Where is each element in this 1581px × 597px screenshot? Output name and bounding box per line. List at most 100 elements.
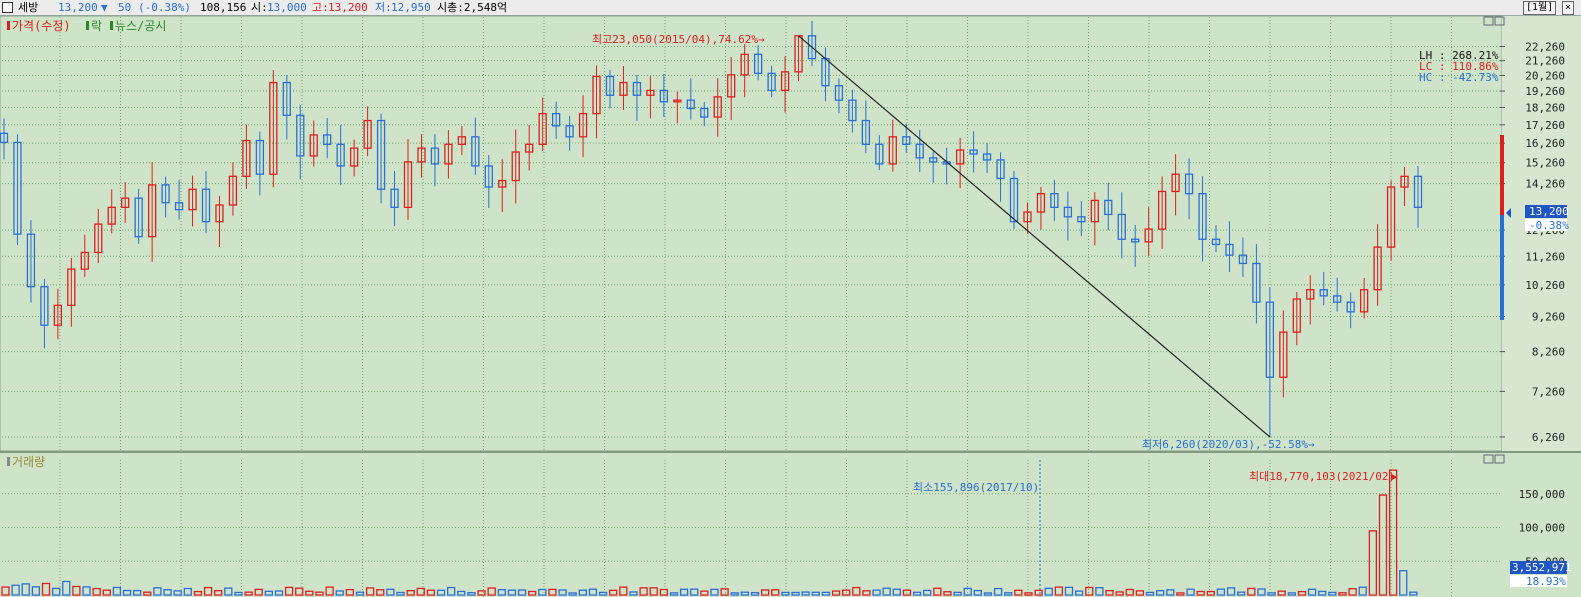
volume-bar bbox=[548, 588, 557, 596]
candle-body bbox=[700, 107, 709, 118]
volume-bar bbox=[507, 589, 517, 596]
volume-bar bbox=[295, 587, 304, 596]
volume-panel-close-icon[interactable] bbox=[1494, 454, 1505, 464]
candle bbox=[282, 75, 291, 140]
price-tick-label: 8,260 bbox=[1532, 346, 1565, 359]
candle-body bbox=[0, 132, 9, 144]
candle-body bbox=[484, 165, 493, 188]
volume-bar bbox=[1277, 590, 1286, 596]
volume-bar bbox=[1004, 592, 1013, 596]
candle bbox=[929, 151, 938, 183]
candle bbox=[861, 100, 871, 154]
candle bbox=[1157, 176, 1167, 249]
price-range-down-bar bbox=[1500, 215, 1504, 320]
high-price: 13,200 bbox=[328, 1, 368, 14]
price-range-up-bar bbox=[1500, 135, 1504, 215]
candle-body bbox=[121, 197, 130, 208]
candle-body bbox=[444, 143, 453, 165]
price-tick-label: 21,260 bbox=[1525, 55, 1565, 68]
candle bbox=[1386, 180, 1396, 261]
candle bbox=[740, 44, 749, 98]
volume-bar bbox=[619, 586, 628, 596]
candle-body bbox=[1225, 243, 1234, 256]
volume-bar bbox=[598, 591, 608, 596]
candle-body bbox=[390, 188, 399, 208]
candle bbox=[1104, 182, 1113, 231]
volume-bar bbox=[193, 590, 203, 596]
volume-bar bbox=[31, 586, 41, 596]
candle-body bbox=[1252, 262, 1261, 303]
candle bbox=[619, 66, 628, 110]
toolbar-checkbox[interactable] bbox=[2, 2, 13, 13]
candle bbox=[915, 129, 924, 173]
candle bbox=[902, 123, 911, 153]
candle bbox=[727, 57, 736, 120]
volume-bar bbox=[791, 591, 800, 596]
volume-bar bbox=[943, 591, 952, 596]
volume-panel-maximize-icon[interactable] bbox=[1483, 454, 1494, 464]
volume-bar bbox=[1358, 586, 1367, 596]
high-label: 고: bbox=[312, 1, 329, 14]
candle bbox=[646, 76, 655, 119]
volume-bar bbox=[416, 587, 425, 596]
current-price-box bbox=[1525, 205, 1567, 218]
volume-bar bbox=[933, 587, 942, 596]
volume-bar bbox=[305, 590, 314, 596]
volume-bar bbox=[831, 590, 841, 596]
candle-body bbox=[969, 149, 978, 155]
candle-body bbox=[457, 136, 467, 145]
volume-bar bbox=[1287, 592, 1296, 596]
volume-bar bbox=[72, 585, 81, 596]
volume-bar bbox=[133, 589, 142, 596]
volume-bar bbox=[284, 586, 294, 596]
candle bbox=[1413, 166, 1423, 228]
candle bbox=[201, 171, 211, 234]
candle-body bbox=[161, 184, 170, 204]
candle bbox=[107, 189, 116, 234]
volume-bar bbox=[1399, 570, 1408, 596]
panel-maximize-icon[interactable] bbox=[1483, 16, 1494, 26]
candle bbox=[807, 20, 817, 66]
candle-body bbox=[619, 81, 628, 96]
volume-bar bbox=[406, 590, 415, 596]
volume-bar bbox=[163, 589, 172, 596]
candle-body bbox=[1077, 216, 1086, 223]
candle bbox=[67, 257, 76, 327]
volume-bar bbox=[1186, 588, 1195, 596]
candle-body bbox=[578, 112, 588, 138]
candle-body bbox=[242, 139, 251, 177]
volume-bar bbox=[588, 588, 598, 596]
falls-legend: 락 bbox=[91, 19, 102, 33]
period-button[interactable]: [1월] bbox=[1523, 1, 1557, 15]
candle-body bbox=[1023, 211, 1032, 223]
candle-body bbox=[551, 112, 561, 127]
panel-close-icon[interactable] bbox=[1494, 16, 1505, 26]
candle bbox=[848, 89, 857, 133]
volume-bar bbox=[345, 588, 355, 596]
candle bbox=[228, 162, 238, 216]
candle bbox=[673, 91, 682, 124]
volume-bar bbox=[376, 589, 385, 596]
high-annotation: 최고23,050(2015/04),74.62%→ bbox=[592, 33, 765, 46]
price-tick-label: 10,260 bbox=[1525, 279, 1565, 292]
volume-bar bbox=[882, 587, 891, 596]
candle bbox=[255, 131, 265, 196]
volume-bar bbox=[1267, 592, 1276, 596]
candle bbox=[457, 125, 467, 156]
candle-body bbox=[1413, 175, 1423, 208]
price-tick-label: 6,260 bbox=[1532, 431, 1565, 444]
volume-bar bbox=[973, 589, 982, 596]
candle bbox=[888, 119, 897, 172]
candle bbox=[363, 106, 372, 157]
current-pct-label: -0.38% bbox=[1529, 219, 1569, 232]
volume-bar bbox=[771, 589, 780, 596]
volume-bar bbox=[62, 580, 71, 596]
volume-bar bbox=[659, 588, 669, 596]
volume-bar bbox=[122, 589, 132, 596]
candle bbox=[632, 74, 642, 121]
volume-bar bbox=[1024, 592, 1033, 596]
candle bbox=[1184, 158, 1194, 220]
candle-body bbox=[40, 286, 49, 326]
price-tick-label: 7,260 bbox=[1532, 385, 1565, 398]
close-icon[interactable]: × bbox=[1562, 1, 1575, 15]
